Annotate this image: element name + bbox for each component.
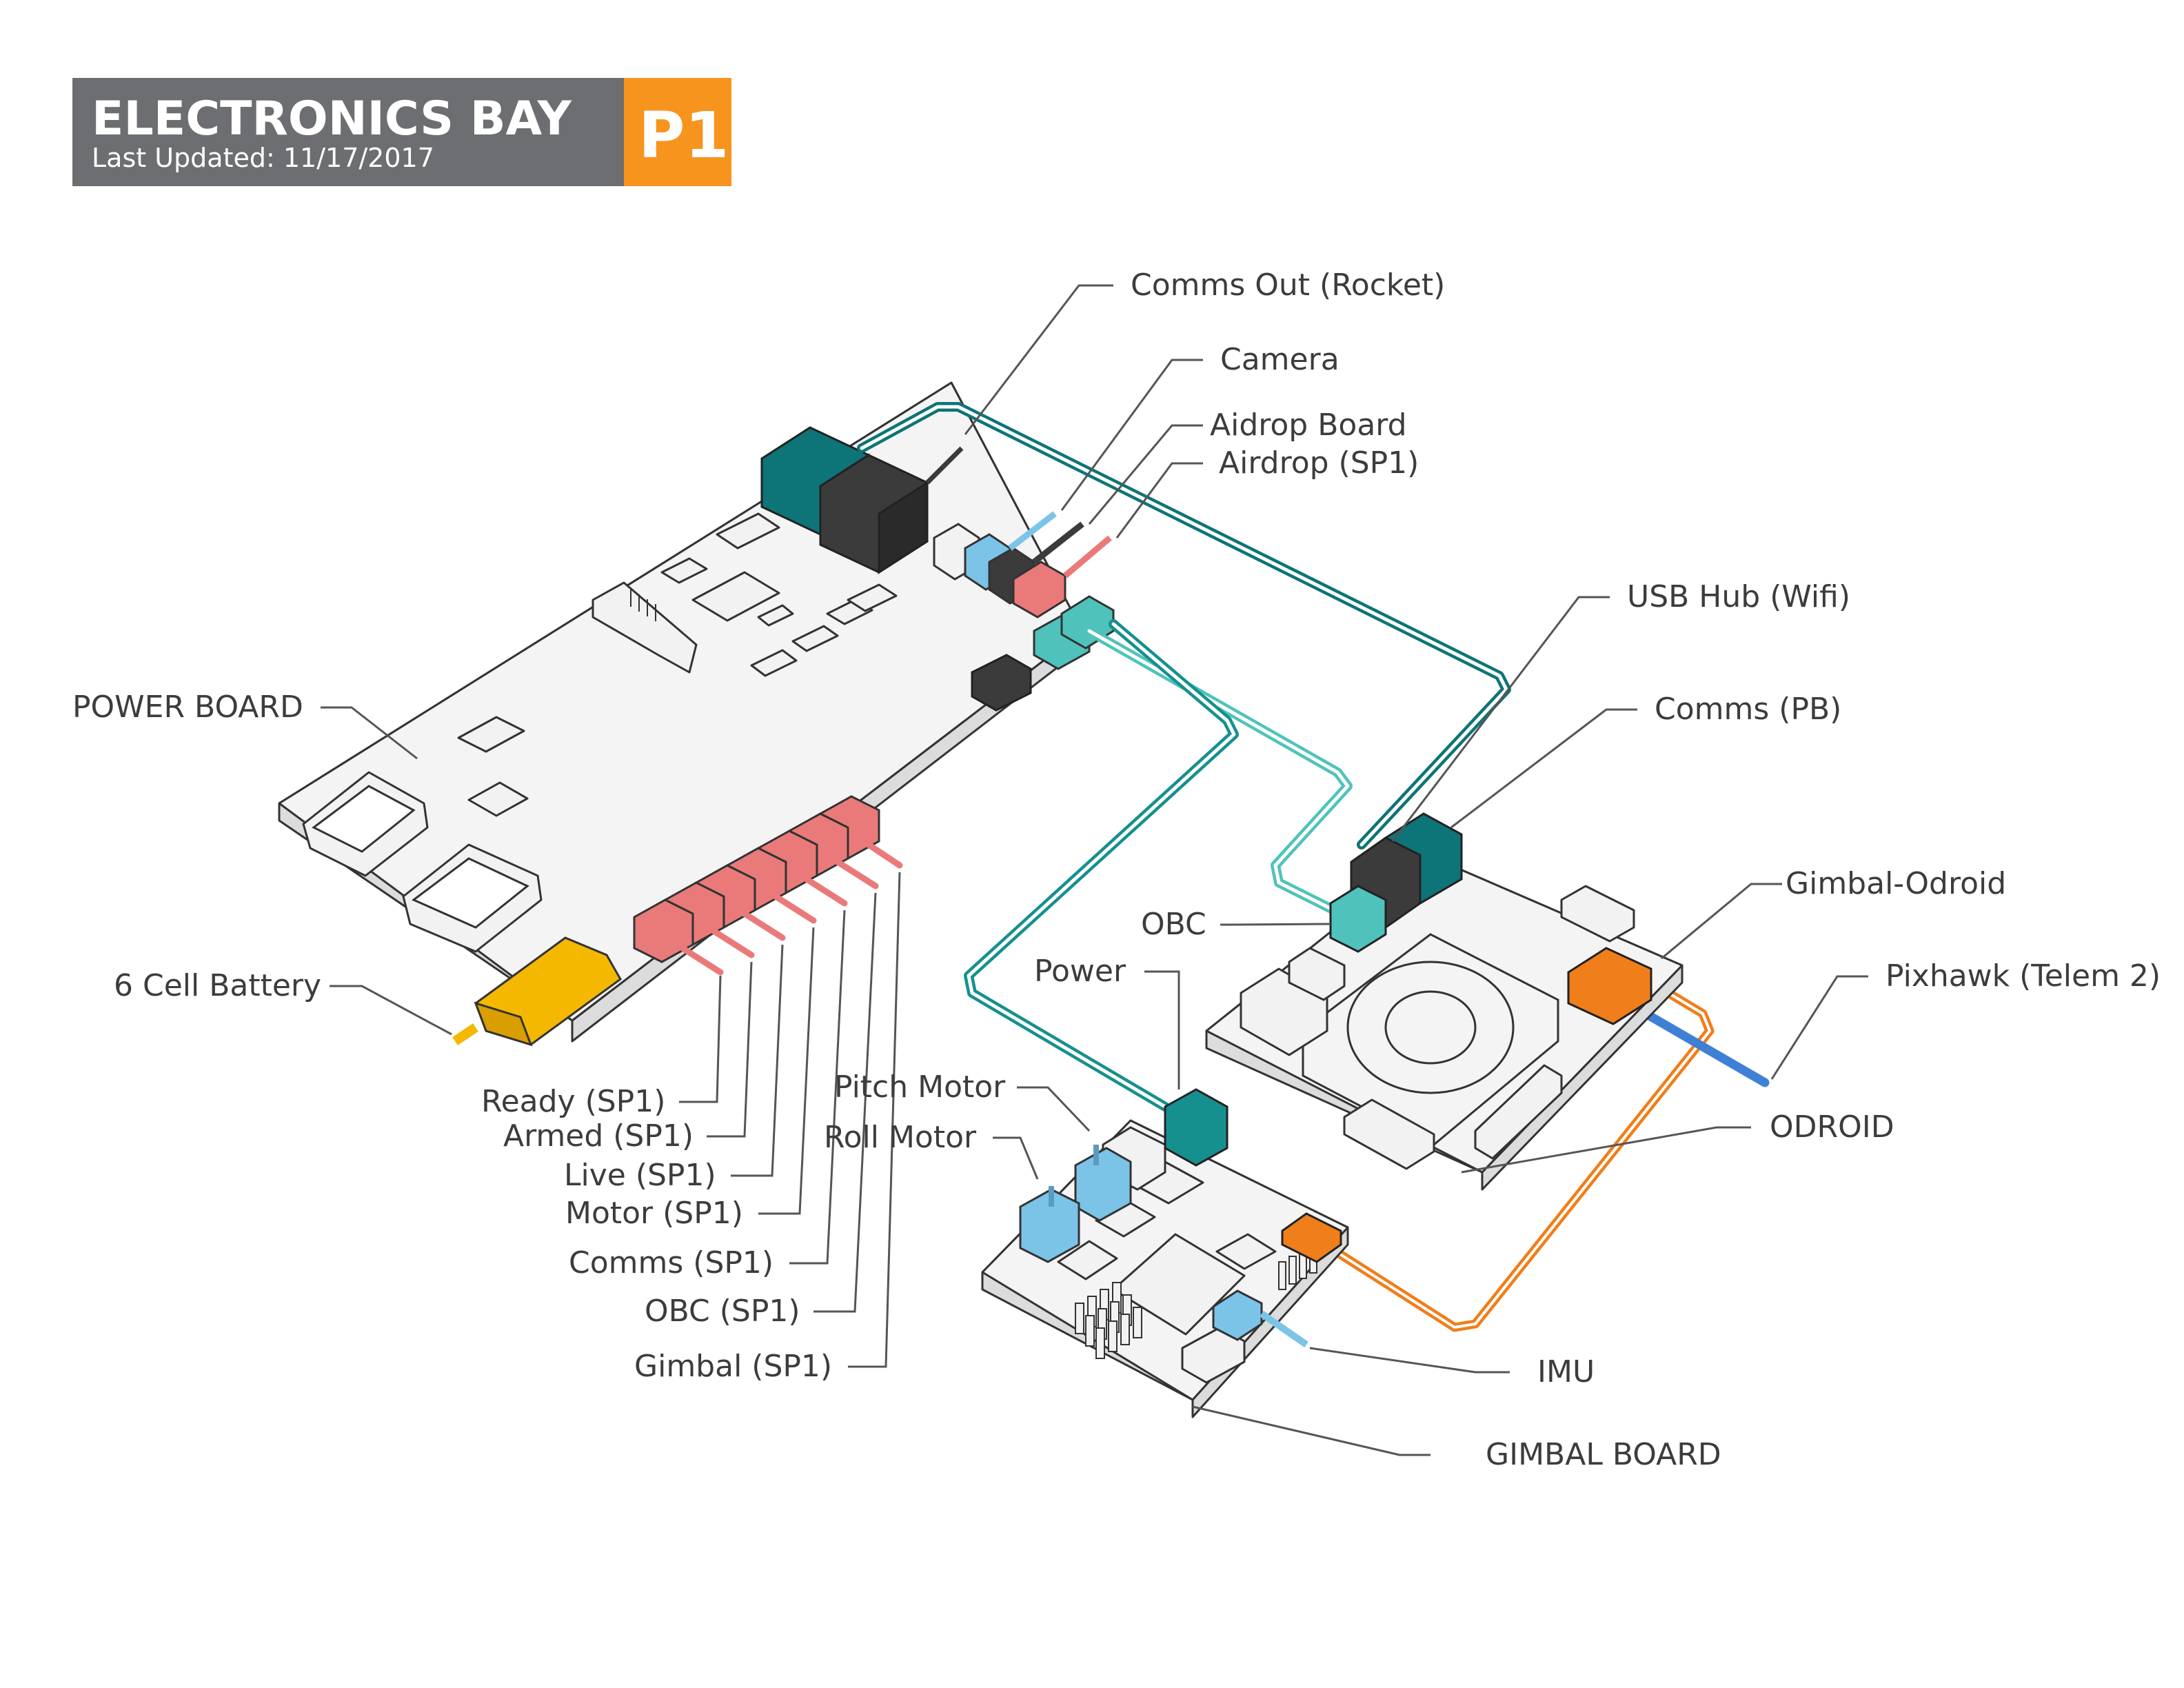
label-obc-sp1: OBC (SP1)	[645, 1294, 800, 1329]
power-board-chip	[847, 583, 898, 612]
imu-connector	[1212, 1289, 1263, 1341]
odroid-obc-connector	[1329, 885, 1387, 953]
label-gimbal-sp1: Gimbal (SP1)	[634, 1349, 832, 1384]
label-pixhawk-telem2: Pixhawk (Telem 2)	[1885, 958, 2161, 994]
camera-wire	[1008, 511, 1057, 551]
label-airdrop-sp1: Airdrop (SP1)	[1219, 445, 1419, 481]
last-updated: Last Updated: 11/17/2017	[92, 143, 434, 173]
power-board-chip	[791, 625, 839, 652]
gimbal-board-chip	[1057, 1240, 1118, 1280]
odroid-component	[1560, 885, 1635, 943]
gimbal-sp1-connector	[818, 795, 880, 861]
power-board-fuse	[971, 654, 1032, 712]
label-power-board: POWER BOARD	[72, 690, 303, 725]
power-board-chip	[467, 781, 529, 817]
xt-connector-lower	[402, 843, 543, 953]
label-motor-sp1: Motor (SP1)	[565, 1196, 743, 1231]
power-board-chip	[757, 604, 794, 627]
power-board-chip	[457, 716, 525, 753]
label-roll-motor: Roll Motor	[824, 1120, 977, 1155]
gimbal-odroid-connector	[1567, 947, 1652, 1025]
airdrop-sp1-connector	[1012, 561, 1066, 619]
banner-background	[72, 78, 624, 186]
label-imu: IMU	[1537, 1354, 1595, 1389]
label-ready-sp1: Ready (SP1)	[481, 1084, 665, 1119]
label-odroid: ODROID	[1770, 1109, 1894, 1145]
header-banner: ELECTRONICS BAY Last Updated: 11/17/2017…	[72, 78, 731, 186]
gimbal-pin-header	[1075, 1282, 1142, 1359]
pin-header-strip	[592, 581, 698, 674]
label-live-sp1: Live (SP1)	[564, 1158, 716, 1193]
label-aidrop-board: Aidrop Board	[1210, 408, 1407, 443]
obc-cable	[1084, 626, 1353, 915]
cables	[857, 402, 1770, 1332]
label-obc: OBC	[1141, 907, 1206, 942]
label-pitch-motor: Pitch Motor	[834, 1069, 1006, 1105]
label-camera: Camera	[1220, 342, 1339, 377]
xt-connector-upper	[302, 771, 429, 877]
comms-out-wire	[925, 446, 964, 485]
odroid-ethernet-port	[1288, 947, 1346, 1001]
pin-header-pins	[630, 590, 656, 621]
comms-pb-connector	[1383, 812, 1463, 905]
label-usb-hub-wifi: USB Hub (Wifi)	[1627, 579, 1850, 614]
callouts: Comms Out (Rocket) Camera Aidrop Board A…	[72, 268, 2161, 1472]
gimbal-board-chip	[1215, 1233, 1277, 1270]
label-armed-sp1: Armed (SP1)	[503, 1118, 694, 1154]
power-board-chip	[750, 649, 798, 677]
page-badge-background	[624, 78, 731, 186]
power-board	[278, 381, 1115, 1047]
pixhawk-telem2-cable	[1629, 1002, 1770, 1087]
page-badge: P1	[638, 99, 729, 172]
power-board-chip	[716, 512, 780, 550]
page-title: ELECTRONICS BAY	[92, 92, 572, 146]
odroid-board	[1205, 812, 1684, 1191]
label-six-cell-battery: 6 Cell Battery	[114, 968, 321, 1003]
leader-lines	[321, 284, 1868, 1456]
power-board-chip	[691, 571, 780, 622]
label-gimbal-board: GIMBAL BOARD	[1486, 1437, 1721, 1472]
label-comms-sp1: Comms (SP1)	[569, 1245, 774, 1280]
gimbal-board-odroid-connector	[1281, 1212, 1342, 1263]
airdrop-sp1-wire	[1063, 535, 1112, 579]
gimbal-board-chip	[1112, 1233, 1246, 1336]
odroid-fan	[1346, 961, 1515, 1094]
gimbal-board	[981, 1088, 1349, 1418]
label-power: Power	[1034, 954, 1126, 989]
label-gimbal-odroid: Gimbal-Odroid	[1786, 866, 2006, 901]
power-board-chip	[660, 557, 708, 584]
aidrop-board-wire	[1032, 521, 1084, 565]
odroid-header	[1474, 1064, 1563, 1160]
label-comms-out-rocket: Comms Out (Rocket)	[1131, 268, 1445, 303]
odroid-header	[1343, 1098, 1435, 1170]
label-comms-pb: Comms (PB)	[1655, 692, 1841, 727]
six-cell-battery	[452, 936, 622, 1047]
sp1-connector-bank	[633, 795, 903, 976]
gimbal-power-connector	[1164, 1088, 1228, 1167]
